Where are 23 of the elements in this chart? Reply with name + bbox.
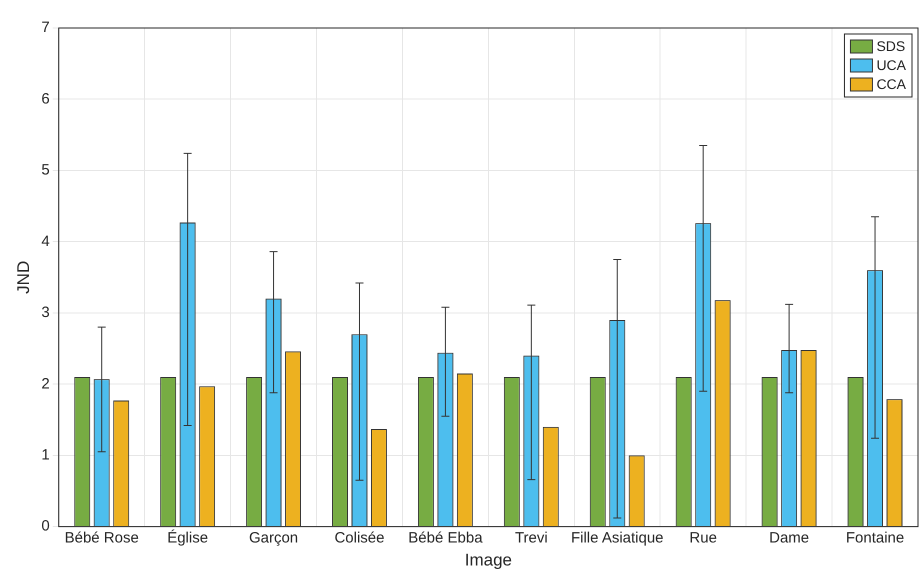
- legend-label: CCA: [876, 76, 907, 92]
- x-tick-label: Garçon: [248, 530, 298, 547]
- y-tick-label: 2: [41, 375, 50, 392]
- x-tick-label: Colisée: [334, 530, 384, 547]
- y-tick-label: 0: [41, 518, 50, 535]
- x-tick-label: Fille Asiatique: [570, 530, 664, 547]
- legend-label: UCA: [876, 56, 907, 73]
- x-tick-label: Fontaine: [846, 530, 904, 547]
- x-tick-label: Église: [167, 528, 208, 547]
- y-axis-title: JND: [14, 260, 33, 294]
- y-tick-label: 7: [41, 19, 50, 36]
- y-tick-label: 4: [41, 232, 50, 250]
- x-axis-title: Image: [464, 550, 512, 570]
- x-tick-label: Dame: [769, 530, 810, 547]
- y-tick-label: 1: [41, 446, 50, 464]
- y-tick-label: 6: [41, 90, 50, 108]
- x-tick-label: Trevi: [514, 530, 548, 547]
- x-tick-label: Bébé Ebba: [408, 530, 484, 547]
- y-tick-label: 5: [41, 162, 50, 179]
- legend-label: SDS: [876, 38, 906, 54]
- x-tick-label: Rue: [689, 530, 717, 547]
- x-tick-label: Bébé Rose: [64, 530, 139, 547]
- y-tick-label: 3: [41, 304, 50, 322]
